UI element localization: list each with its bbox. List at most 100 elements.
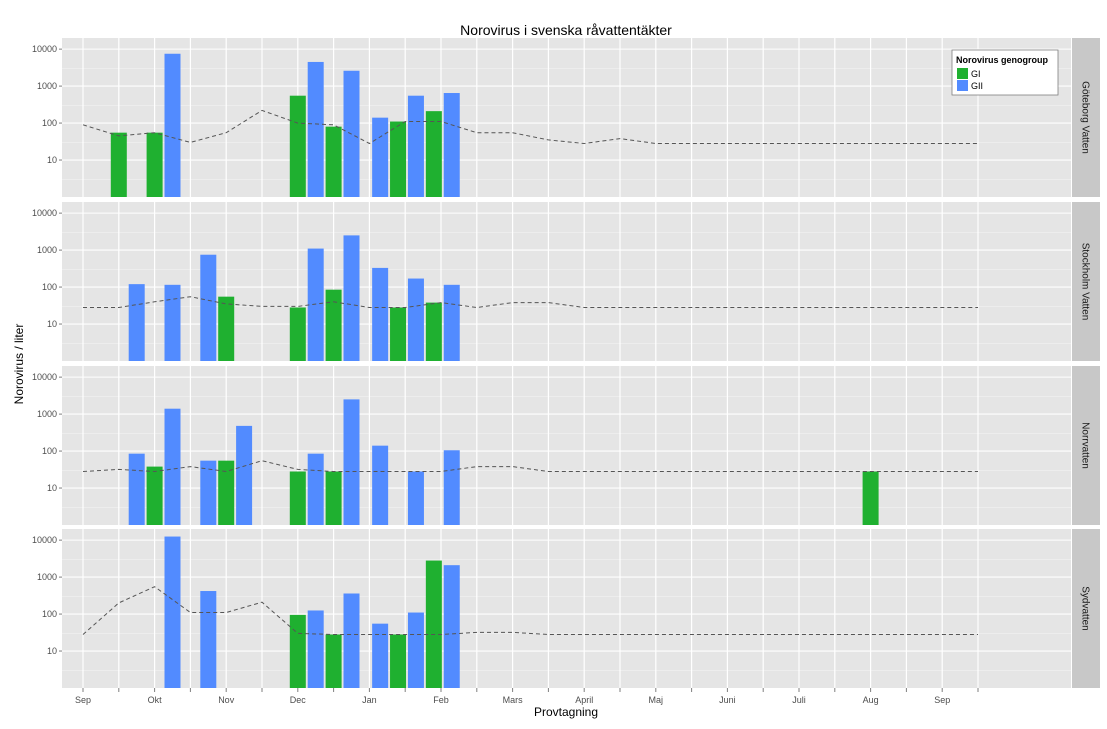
panel-3: 10 100 1000 10000 Sydvatten: [32, 529, 1100, 688]
y-tick-label: 1000: [37, 81, 57, 91]
bar-gii: [164, 53, 181, 198]
x-tick-label: Nov: [218, 695, 235, 705]
chart-title: Norovirus i svenska råvattentäkter: [460, 22, 672, 38]
legend-label: GII: [971, 81, 983, 91]
bar-gii: [164, 284, 181, 361]
x-tick-label: Aug: [863, 695, 879, 705]
bar-gii: [372, 117, 389, 197]
bar-gii: [200, 591, 217, 688]
bar-gii: [164, 536, 181, 688]
legend-swatch: [957, 80, 968, 91]
bar-gii: [307, 453, 324, 525]
bar-gii: [236, 425, 253, 525]
bar-gii: [443, 450, 460, 525]
bar-gii: [128, 453, 145, 525]
bar-gi: [390, 634, 407, 688]
y-tick-label: 100: [42, 446, 57, 456]
x-tick-label: Sep: [934, 695, 950, 705]
y-tick-label: 10000: [32, 44, 57, 54]
trend-line: [83, 296, 978, 309]
bar-gi: [146, 132, 163, 197]
bar-gii: [200, 254, 217, 361]
bar-gi: [218, 296, 235, 361]
y-tick-label: 10: [47, 155, 57, 165]
y-tick-label: 100: [42, 609, 57, 619]
legend-swatch: [957, 68, 968, 79]
bar-gii: [407, 612, 424, 688]
x-tick-label: Okt: [148, 695, 163, 705]
x-axis-title: Provtagning: [534, 705, 598, 719]
bar-gii: [372, 267, 389, 361]
bar-gi: [218, 460, 235, 525]
trend-line: [82, 109, 978, 145]
y-tick-label: 1000: [37, 572, 57, 582]
bar-gii: [443, 284, 460, 361]
bar-gii: [307, 610, 324, 688]
x-tick-label: Juni: [719, 695, 736, 705]
bar-gii: [343, 399, 360, 525]
x-tick-label: Jan: [362, 695, 377, 705]
y-tick-label: 10000: [32, 535, 57, 545]
bar-gii: [343, 235, 360, 361]
y-tick-label: 1000: [37, 245, 57, 255]
legend-label: GI: [971, 69, 981, 79]
panel-background: [62, 529, 1071, 688]
bar-gi: [425, 560, 442, 688]
bar-gi: [425, 302, 442, 361]
bar-gii: [343, 593, 360, 688]
bar-gi: [289, 95, 306, 197]
y-tick-label: 1000: [37, 409, 57, 419]
facet-strip-label: Stockholm Vatten: [1080, 243, 1091, 321]
panel-background: [62, 38, 1071, 197]
legend: Norovirus genogroup GI GII: [951, 49, 1059, 96]
y-tick-label: 100: [42, 282, 57, 292]
facet-strip: [1072, 366, 1100, 525]
panel-0: 10 100 1000 10000 Göteborg Vatten: [32, 38, 1100, 198]
y-axis-title: Norovirus / liter: [12, 324, 26, 405]
facet-strip-label: Norrvatten: [1080, 422, 1091, 469]
x-tick-label: Feb: [433, 695, 449, 705]
bar-gi: [146, 466, 163, 525]
panel-2: 10 100 1000 10000 Norrvatten: [32, 366, 1100, 525]
bar-gi: [325, 471, 342, 525]
bar-gii: [372, 623, 389, 688]
bar-gii: [307, 248, 324, 361]
bar-gi: [289, 307, 306, 361]
bar-gii: [407, 278, 424, 361]
x-tick-label: April: [575, 695, 593, 705]
bar-gii: [443, 565, 460, 688]
facet-strip-label: Sydvatten: [1080, 586, 1091, 630]
bar-gii: [443, 93, 460, 197]
bar-gi: [862, 471, 879, 525]
y-tick-label: 10: [47, 319, 57, 329]
bar-gii: [372, 445, 389, 525]
bar-gi: [390, 307, 407, 361]
facet-strip: [1072, 38, 1100, 197]
x-tick-label: Dec: [290, 695, 307, 705]
bar-gi: [390, 121, 407, 197]
y-tick-label: 10: [47, 483, 57, 493]
legend-box: [951, 49, 1059, 96]
facet-strip-label: Göteborg Vatten: [1080, 81, 1091, 154]
x-tick-label: Mars: [503, 695, 523, 705]
bar-gi: [110, 132, 127, 197]
x-tick-label: Sep: [75, 695, 91, 705]
y-tick-label: 10000: [32, 372, 57, 382]
x-tick-label: Maj: [649, 695, 664, 705]
y-tick-label: 100: [42, 118, 57, 128]
bar-gi: [325, 126, 342, 197]
bar-gii: [128, 284, 145, 361]
panel-1: 10 100 1000 10000 Stockholm Vatten: [32, 202, 1100, 361]
trend-line: [82, 460, 978, 473]
bar-gii: [407, 471, 424, 525]
y-tick-label: 10: [47, 646, 57, 656]
bar-gi: [289, 614, 306, 688]
legend-title: Norovirus genogroup: [956, 55, 1049, 65]
trend-line: [82, 586, 978, 635]
bar-gii: [164, 408, 181, 525]
bar-gi: [425, 111, 442, 197]
facet-strip: [1072, 529, 1100, 688]
bar-gii: [407, 95, 424, 197]
